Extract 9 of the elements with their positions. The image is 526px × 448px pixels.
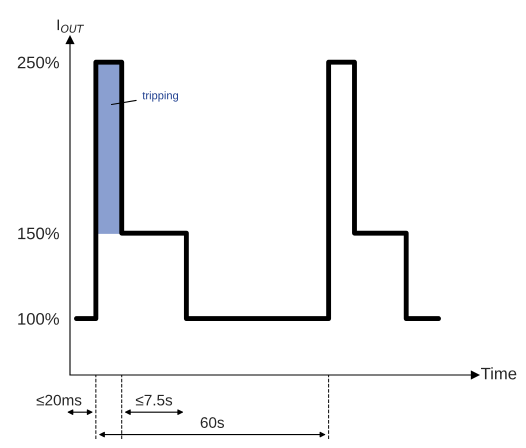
text: 60s bbox=[200, 417, 224, 428]
text: ≤7.5s bbox=[136, 394, 172, 406]
annotation: tripping bbox=[142, 91, 178, 102]
y-tick-label: 150% bbox=[18, 228, 59, 240]
y-axis-title: I$_{OUT}$ bbox=[58, 20, 84, 33]
x-axis-title: Time bbox=[481, 367, 516, 380]
text: ≤20ms bbox=[36, 394, 82, 406]
y-tick-label: 250% bbox=[18, 56, 59, 68]
y-tick-label: 100% bbox=[18, 313, 59, 325]
